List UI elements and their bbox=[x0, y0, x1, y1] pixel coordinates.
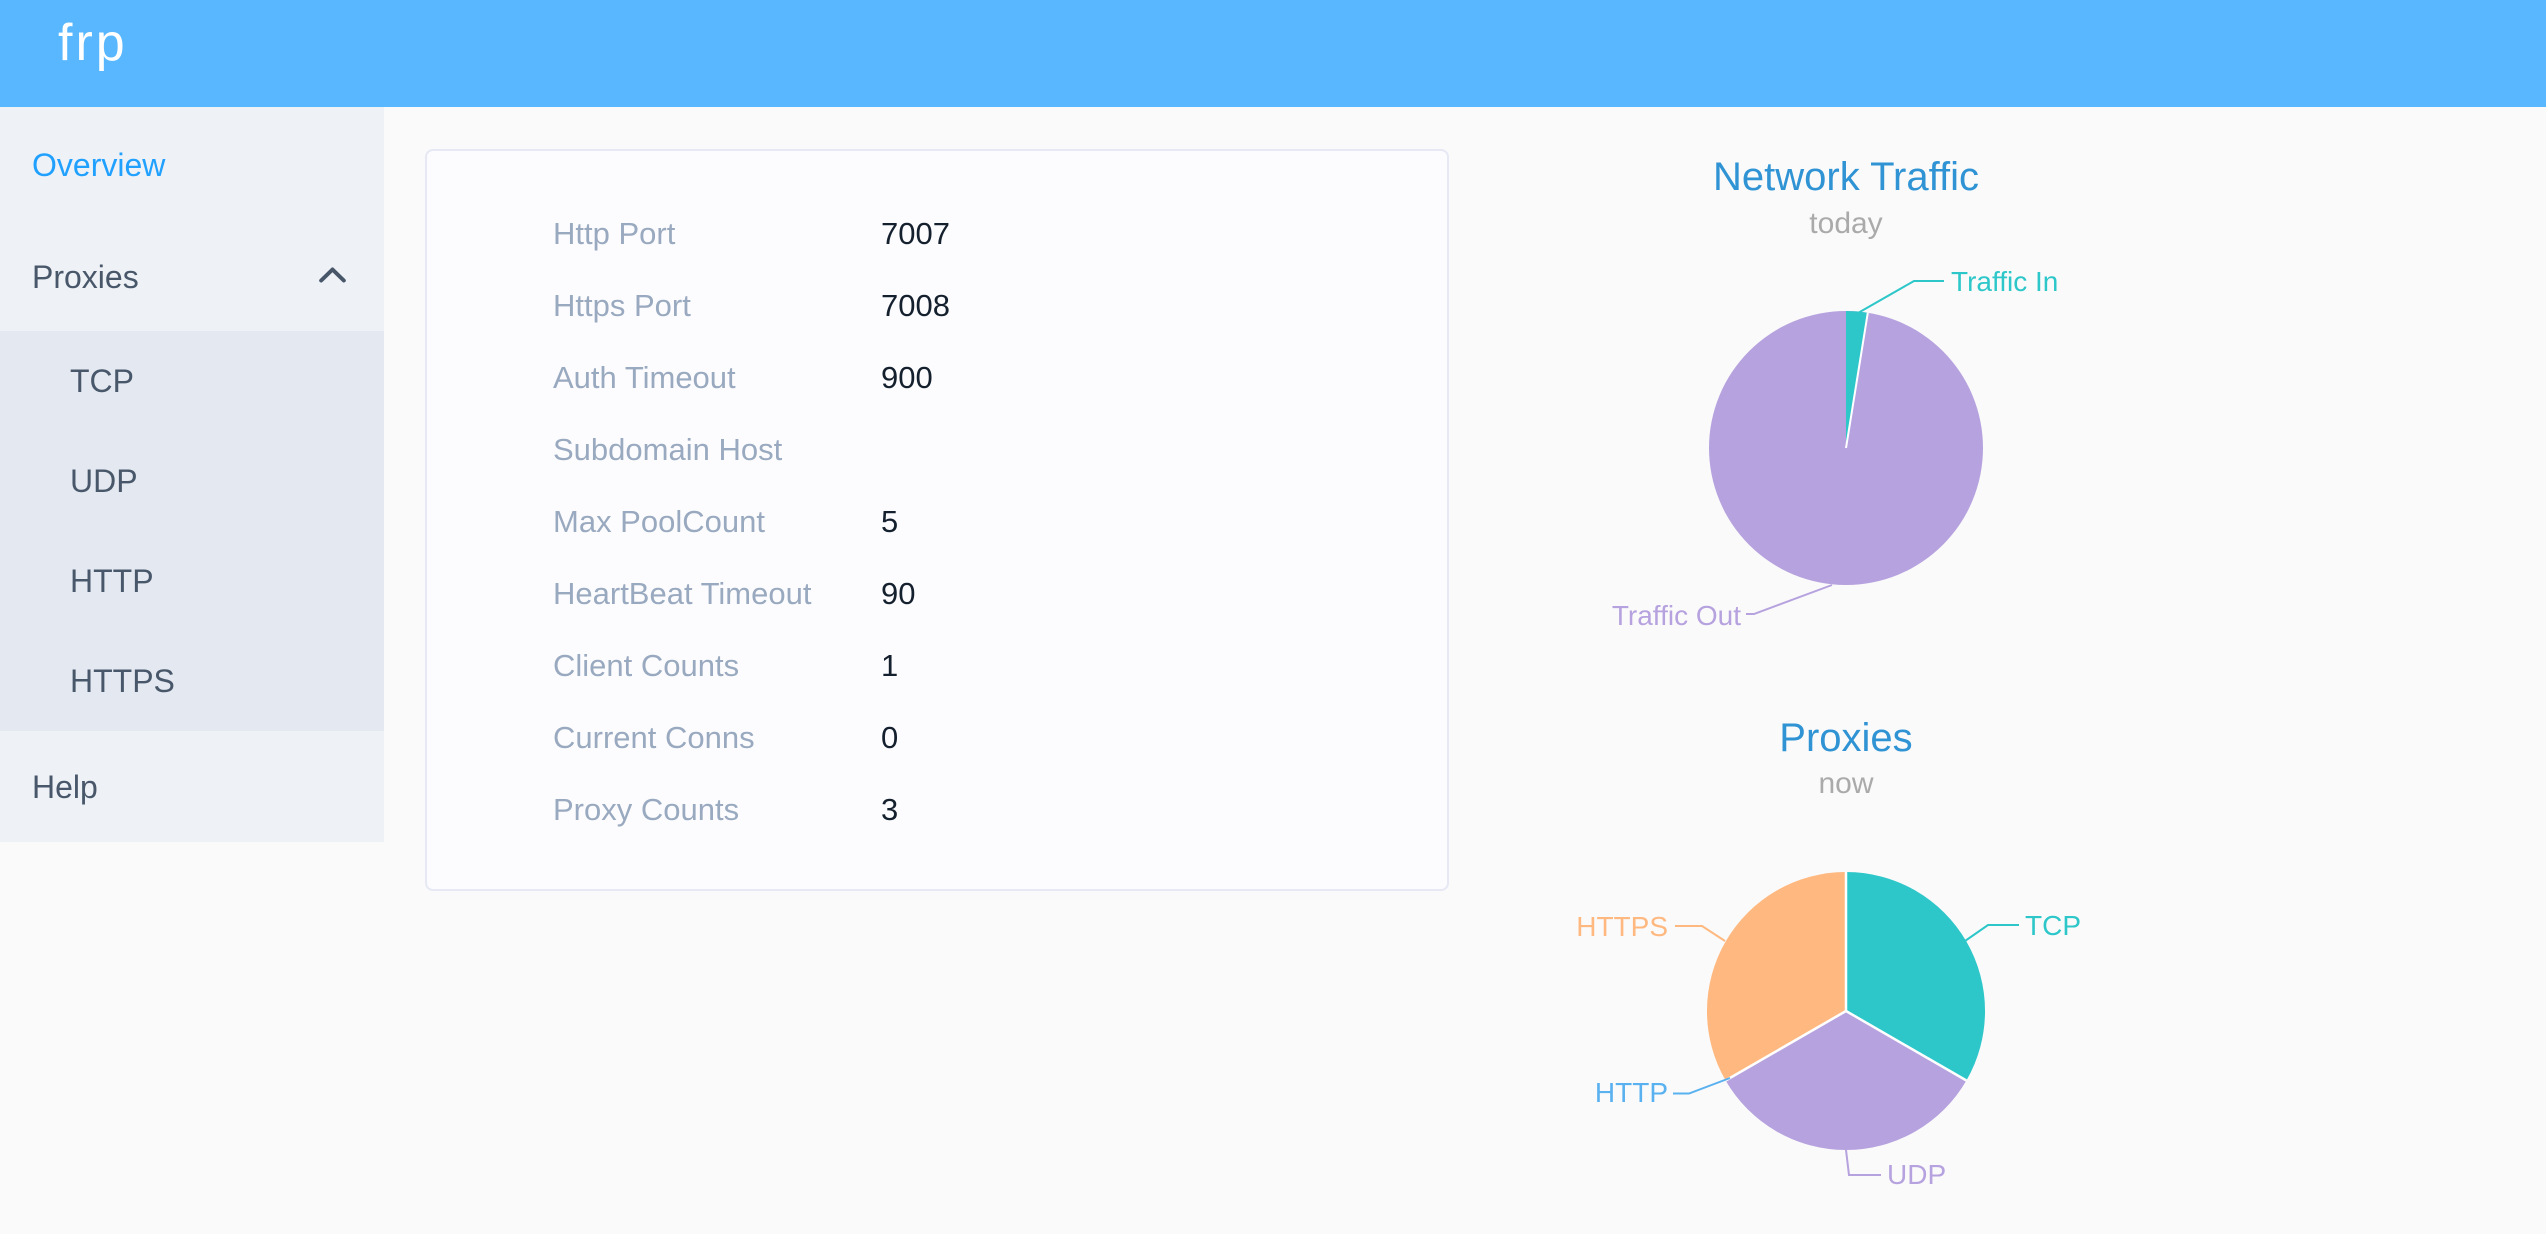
svg-text:HTTP: HTTP bbox=[1595, 1077, 1668, 1108]
svg-text:TCP: TCP bbox=[2025, 910, 2081, 941]
svg-text:Traffic In: Traffic In bbox=[1951, 266, 2058, 297]
svg-text:Network Traffic: Network Traffic bbox=[1713, 155, 1979, 199]
svg-text:Proxies: Proxies bbox=[1779, 716, 1912, 760]
svg-text:today: today bbox=[1809, 207, 1882, 240]
svg-text:UDP: UDP bbox=[1887, 1159, 1946, 1190]
svg-text:Traffic Out: Traffic Out bbox=[1612, 600, 1741, 631]
svg-text:now: now bbox=[1818, 767, 1873, 800]
svg-text:HTTPS: HTTPS bbox=[1576, 911, 1668, 942]
